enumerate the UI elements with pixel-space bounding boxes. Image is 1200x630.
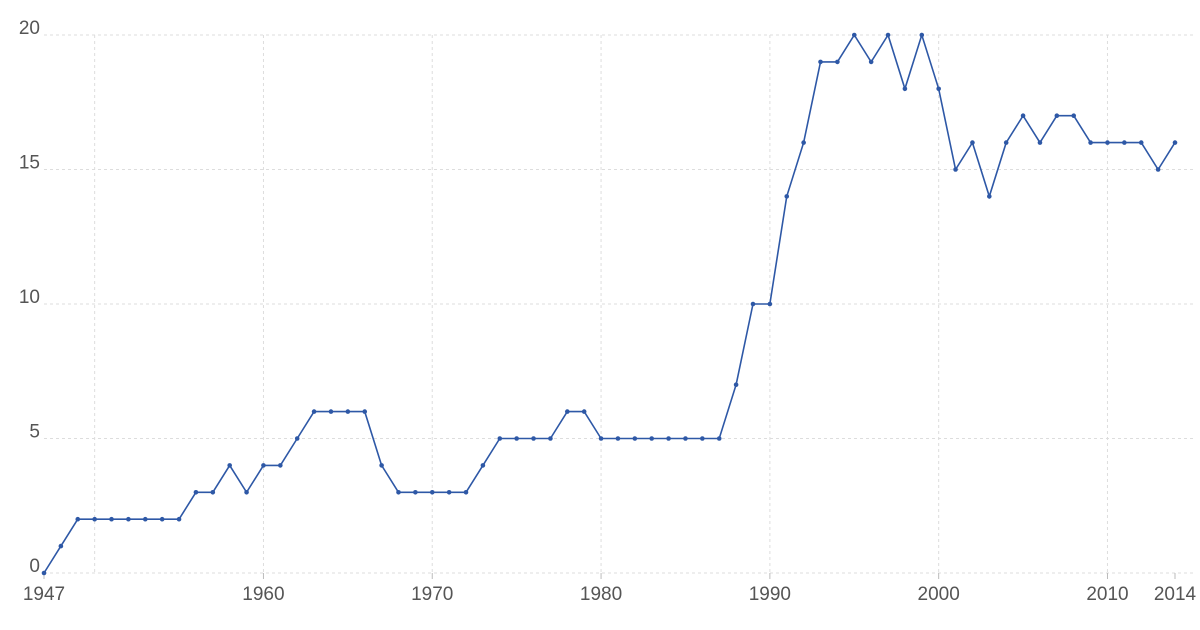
- point: [446, 490, 452, 495]
- point: [801, 140, 806, 145]
- point: [75, 516, 81, 522]
- point: [1020, 113, 1026, 118]
- point: [429, 490, 435, 495]
- point: [632, 436, 638, 441]
- point: [396, 490, 401, 495]
- point: [227, 463, 232, 468]
- point: [598, 436, 604, 441]
- point: [902, 86, 908, 92]
- point: [278, 463, 283, 468]
- point: [210, 490, 216, 495]
- point: [666, 436, 671, 441]
- point: [1105, 140, 1110, 145]
- point: [581, 409, 587, 414]
- point: [716, 436, 722, 441]
- point: [1037, 140, 1043, 145]
- point: [1155, 167, 1161, 172]
- point: [379, 463, 384, 468]
- point: [615, 436, 621, 441]
- point: [92, 516, 97, 522]
- point: [818, 59, 823, 65]
- point: [1054, 113, 1060, 118]
- x-tick-label: 1990: [749, 584, 791, 605]
- point: [413, 490, 418, 495]
- point: [936, 86, 941, 92]
- point: [176, 516, 182, 522]
- point: [1172, 140, 1178, 145]
- y-tick-label: 20: [19, 18, 40, 39]
- point: [919, 32, 925, 38]
- line: [43, 32, 1176, 574]
- point: [1122, 140, 1127, 145]
- y-tick-label: 0: [29, 556, 40, 577]
- point: [58, 543, 64, 549]
- point: [531, 436, 536, 441]
- x-tick-label: 1947: [23, 584, 65, 605]
- x-tick-label: 2010: [1086, 584, 1128, 605]
- point: [294, 436, 300, 441]
- point: [126, 516, 131, 522]
- x-tick-label: 2014: [1154, 584, 1197, 605]
- point: [1138, 140, 1144, 145]
- point: [109, 516, 114, 522]
- point: [1071, 113, 1077, 118]
- point: [514, 436, 519, 441]
- point: [868, 59, 874, 65]
- point: [987, 194, 992, 199]
- point: [970, 140, 975, 145]
- x-tick-label: 1970: [411, 584, 453, 605]
- point: [497, 436, 503, 441]
- point: [261, 463, 266, 468]
- y-tick-label: 5: [29, 422, 40, 443]
- point: [345, 409, 351, 414]
- x-tick-label: 1960: [242, 584, 284, 605]
- point: [480, 463, 486, 468]
- point: [750, 301, 756, 307]
- point: [159, 516, 165, 522]
- point: [548, 436, 553, 441]
- point: [142, 516, 148, 522]
- point: [700, 436, 705, 441]
- point: [193, 490, 199, 495]
- point: [311, 409, 317, 414]
- x-tick-label: 1980: [580, 584, 622, 605]
- y-tick-label: 10: [19, 287, 40, 308]
- point: [244, 490, 249, 495]
- point: [885, 32, 891, 38]
- point: [733, 382, 739, 388]
- point: [851, 32, 857, 38]
- point: [1003, 140, 1009, 145]
- x-tick-label: 2000: [918, 584, 960, 605]
- point: [328, 409, 334, 414]
- point: [953, 167, 958, 172]
- point: [1088, 140, 1093, 145]
- point: [767, 301, 773, 307]
- point: [784, 194, 790, 199]
- point: [835, 59, 840, 65]
- point: [564, 409, 570, 414]
- point: [463, 490, 469, 495]
- point: [649, 436, 655, 441]
- point: [683, 436, 688, 441]
- y-tick-label: 15: [19, 153, 40, 174]
- point: [41, 570, 47, 576]
- point: [362, 409, 368, 414]
